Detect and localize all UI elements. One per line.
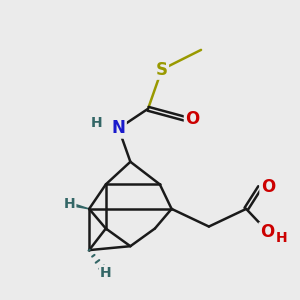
Text: H: H [64, 197, 75, 211]
Text: O: O [260, 224, 274, 242]
Text: H: H [91, 116, 103, 130]
Polygon shape [69, 202, 89, 209]
Text: N: N [112, 119, 125, 137]
Text: H: H [100, 266, 112, 280]
Text: S: S [156, 61, 168, 79]
Text: H: H [276, 231, 287, 245]
Text: O: O [185, 110, 199, 128]
Text: O: O [261, 178, 275, 196]
